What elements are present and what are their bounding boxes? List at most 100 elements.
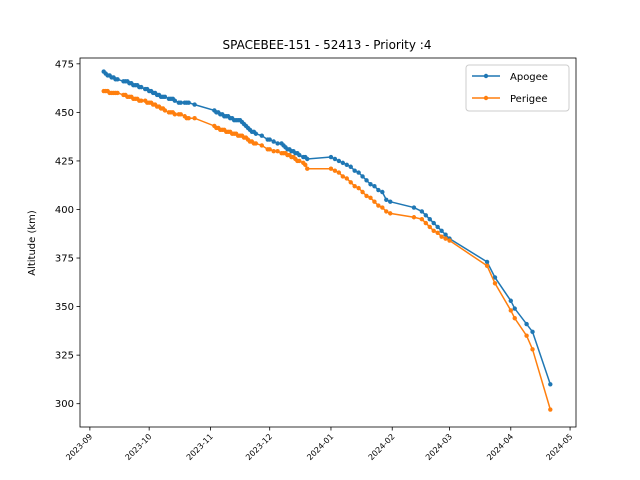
y-tick-label: 425: [55, 156, 74, 167]
perigee-point: [484, 263, 490, 269]
apogee-point: [492, 275, 498, 280]
perigee-point: [336, 170, 342, 175]
apogee-point: [372, 183, 377, 189]
perigee-point: [340, 174, 346, 179]
perigee-point: [411, 215, 417, 220]
perigee-point: [305, 166, 310, 171]
perigee-point: [352, 183, 357, 189]
plot-area: 300 325 350 375 400 425 450 475 2023-09 2023-10 20…: [55, 57, 577, 462]
perigee-point: [492, 281, 498, 286]
perigee-point: [439, 234, 444, 239]
perigee-point: [524, 333, 529, 338]
perigee-point: [178, 112, 183, 117]
apogee-point: [427, 216, 432, 222]
perigee-point: [548, 407, 553, 412]
y-tick-label: 475: [55, 59, 74, 70]
x-tick-label: 2024-01: [305, 432, 335, 462]
apogee-point: [352, 168, 357, 173]
apogee-point: [411, 205, 417, 210]
apogee-point: [178, 100, 183, 105]
apogee-point: [305, 156, 310, 162]
perigee-legend-label: Perigee: [510, 94, 547, 105]
apogee-point: [332, 156, 338, 162]
apogee-point: [297, 152, 302, 158]
apogee-legend-label: Apogee: [510, 72, 548, 83]
perigee-point: [162, 108, 168, 113]
y-tick-label: 450: [55, 108, 74, 119]
perigee-point: [328, 166, 334, 171]
apogee-point: [380, 189, 385, 195]
perigee-point: [431, 228, 436, 234]
perigee-point: [186, 116, 191, 121]
x-tick-label: 2024-05: [544, 432, 574, 462]
apogee-point: [253, 131, 259, 136]
apogee-point: [439, 228, 444, 234]
perigee-point: [447, 238, 452, 243]
apogee-point: [431, 220, 436, 226]
apogee-point: [336, 158, 342, 164]
x-tick-label: 2023-12: [244, 432, 274, 462]
y-axis-label: Altitude (km): [27, 210, 38, 276]
apogee-point: [186, 100, 191, 105]
perigee-point: [139, 98, 144, 103]
perigee-point: [267, 147, 272, 152]
perigee-point: [192, 116, 197, 121]
perigee-point: [348, 180, 353, 185]
apogee-point: [548, 382, 553, 387]
x-tick-label: 2023-10: [124, 432, 154, 462]
perigee-point: [384, 209, 389, 214]
y-tick-label: 375: [55, 254, 74, 265]
apogee-series-line: [103, 71, 552, 385]
apogee-point: [328, 154, 334, 160]
perigee-point: [435, 230, 440, 235]
apogee-point: [423, 213, 429, 218]
apogee-point: [388, 199, 393, 204]
chart-title: SPACEBEE-151 - 52413 - Priority :4: [223, 38, 432, 52]
apogee-point: [192, 102, 197, 107]
perigee-legend-marker: [483, 95, 489, 101]
perigee-point: [423, 220, 429, 226]
apogee-point: [524, 321, 529, 327]
x-tick-label: 2023-09: [64, 432, 94, 462]
perigee-series-line: [103, 90, 552, 410]
perigee-point: [344, 176, 349, 181]
apogee-point: [419, 209, 425, 214]
apogee-point: [508, 298, 513, 303]
apogee-point: [275, 141, 280, 146]
y-tick-label: 350: [55, 302, 74, 313]
perigee-point: [253, 141, 259, 146]
perigee-point: [388, 211, 393, 216]
x-tick-label: 2024-04: [485, 432, 515, 462]
perigee-point: [259, 143, 264, 148]
apogee-point: [259, 133, 264, 138]
perigee-point: [443, 236, 448, 241]
apogee-point: [162, 94, 168, 100]
apogee-point: [344, 162, 349, 168]
perigee-point: [419, 216, 425, 222]
perigee-point: [364, 193, 369, 199]
perigee-point: [360, 189, 365, 195]
perigee-point: [512, 316, 517, 321]
legend: Apogee Perigee: [465, 64, 570, 112]
apogee-point: [115, 77, 120, 82]
apogee-point: [530, 329, 535, 335]
apogee-point: [139, 84, 144, 90]
x-tick-label: 2023-11: [185, 432, 215, 462]
perigee-point: [303, 162, 308, 168]
perigee-point: [368, 195, 373, 201]
perigee-point: [172, 112, 178, 117]
apogee-point: [340, 160, 346, 166]
y-tick-label: 325: [55, 351, 74, 362]
apogee-point: [435, 224, 440, 230]
perigee-point: [275, 149, 280, 154]
perigee-point: [332, 168, 338, 173]
apogee-point: [512, 306, 517, 311]
apogee-point: [364, 178, 369, 183]
plot-frame: [79, 57, 577, 428]
apogee-point: [443, 232, 448, 237]
x-tick-label: 2024-03: [424, 432, 454, 462]
apogee-point: [356, 170, 361, 175]
y-tick-label: 400: [55, 205, 74, 216]
x-tick-label: 2024-02: [367, 432, 397, 462]
